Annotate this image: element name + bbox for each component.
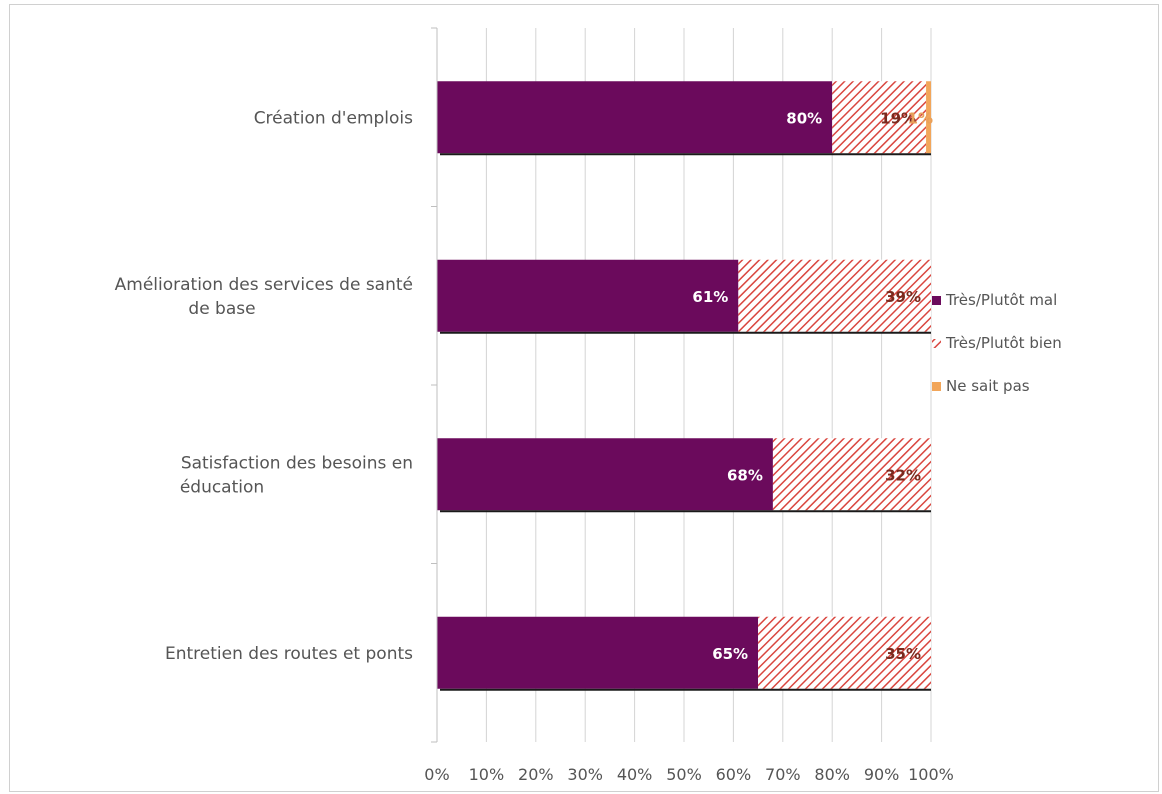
data-label: 32% (885, 466, 921, 484)
x-tick-label: 40% (617, 765, 653, 784)
x-tick-label: 70% (765, 765, 801, 784)
x-tick-label: 100% (908, 765, 954, 784)
x-tick-label: 60% (716, 765, 752, 784)
data-label: 80% (786, 109, 822, 127)
data-label: 68% (727, 466, 763, 484)
legend-label: Très/Plutôt bien (945, 334, 1062, 352)
bar-segment (758, 616, 931, 689)
bar-segment (437, 616, 759, 689)
chart-frame (9, 4, 1159, 792)
category-label-line: Satisfaction des besoins en (181, 453, 413, 473)
bar-segment (832, 81, 927, 154)
axes (431, 27, 438, 743)
x-tick-label: 30% (567, 765, 603, 784)
legend-swatch (932, 382, 941, 391)
category-label: Création d'emplois (254, 108, 413, 128)
legend-swatch (932, 339, 941, 348)
labels: 0% 10% 20% 30% 40% 50% 60% 70% 80% 90% 100% 80% 19%1… (115, 108, 954, 784)
x-tick-label: 10% (469, 765, 505, 784)
category-label-line: de base (188, 299, 255, 319)
category-label: Entretien des routes et ponts (165, 644, 413, 664)
category-label: Amélioration des services de santé de bas… (115, 275, 413, 319)
legend-label: Très/Plutôt mal (945, 291, 1057, 309)
data-label: 61% (692, 288, 728, 306)
data-label: 65% (712, 645, 748, 663)
x-tick-label: 0% (424, 765, 449, 784)
legend-label: Ne sait pas (946, 377, 1030, 395)
bar-segment (738, 259, 931, 332)
x-tick-label: 50% (666, 765, 702, 784)
category-label-line: Amélioration des services de santé (115, 275, 413, 295)
data-label: 19% (880, 109, 916, 127)
legend: Très/Plutôt mal Très/Plutôt bien Ne sait p… (932, 291, 1062, 395)
category-label-line: éducation (180, 477, 264, 497)
bar-segment (437, 438, 773, 511)
bar-segment (926, 81, 931, 154)
bar-segment (437, 259, 739, 332)
bar-segment (437, 81, 833, 154)
x-tick-label: 80% (814, 765, 850, 784)
x-tick-label: 90% (864, 765, 900, 784)
legend-swatch (932, 296, 941, 305)
data-label: 1% (908, 109, 933, 127)
data-label: 39% (885, 288, 921, 306)
category-label: Satisfaction des besoins en éducation (180, 453, 413, 497)
bars (437, 81, 931, 691)
x-tick-label: 20% (518, 765, 554, 784)
data-label: 35% (885, 645, 921, 663)
bar-segment (772, 438, 931, 511)
